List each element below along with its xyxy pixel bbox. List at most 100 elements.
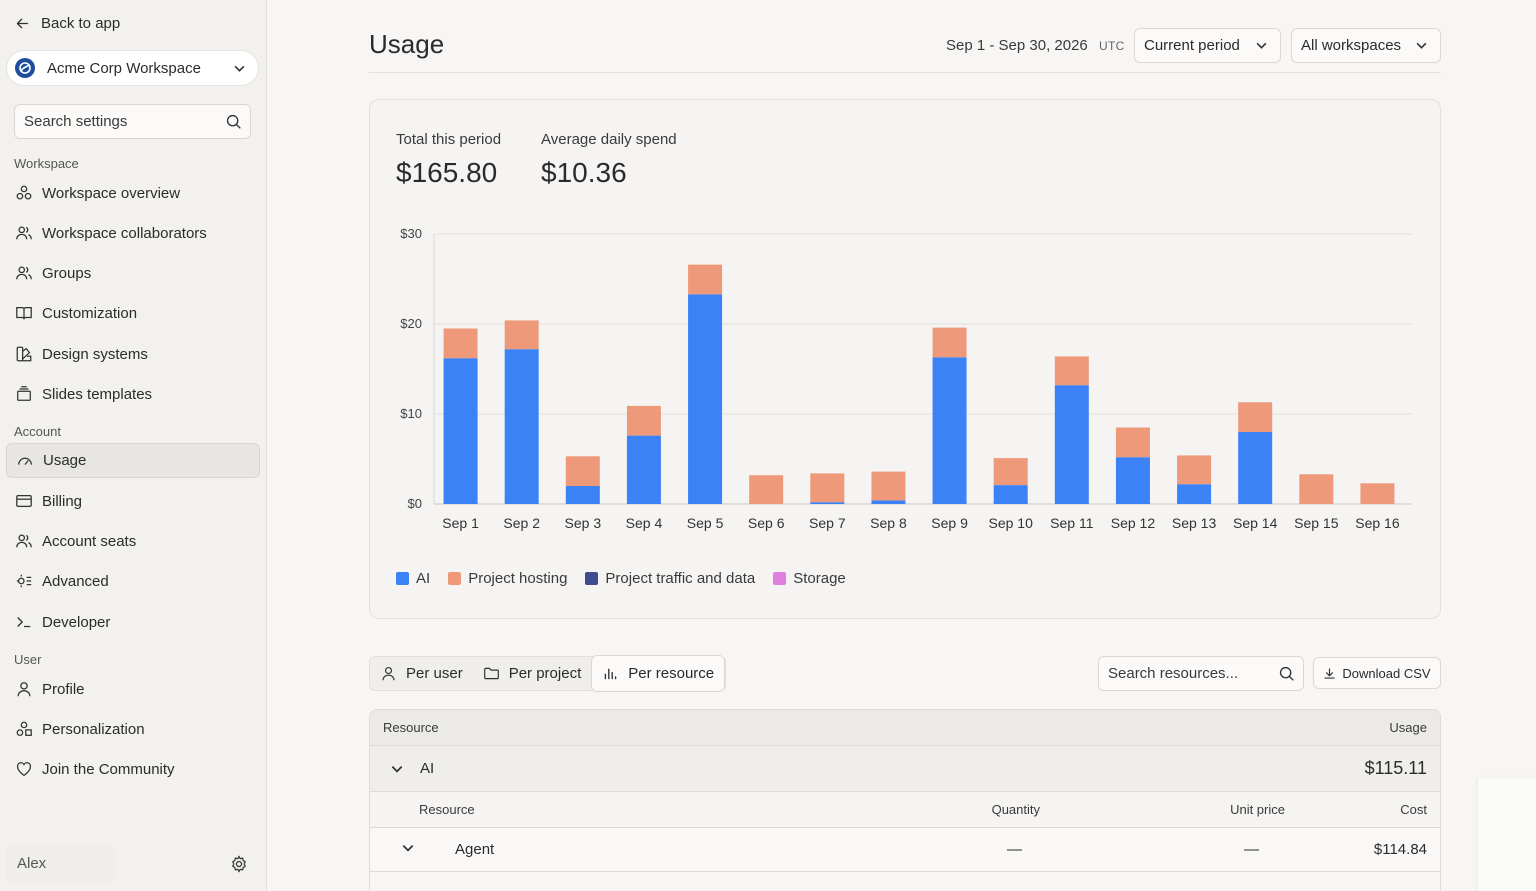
y-tick-label: $0 [408, 496, 422, 511]
search-icon [226, 114, 241, 129]
legend-item[interactable]: Project hosting [448, 570, 567, 587]
workspace-filter-select[interactable]: All workspaces [1291, 28, 1441, 63]
nav-slides-templates[interactable]: Slides templates [6, 377, 260, 411]
nav-label: Usage [43, 452, 87, 469]
workspace-switcher[interactable]: Acme Corp Workspace [6, 50, 259, 86]
x-tick-label: Sep 10 [989, 515, 1034, 531]
usage-bar-chart: $0 $10 $20 $30 Sep 1 Sep 2 Sep 3 Sep 4 Sep 5 Sep … [400, 226, 1412, 531]
tab-per-user[interactable]: Per user [370, 656, 473, 691]
bar-segment [1238, 432, 1273, 504]
nav-label: Customization [42, 304, 138, 322]
users-icon [16, 534, 32, 548]
back-label: Back to app [41, 14, 121, 32]
sub-col-unit-price[interactable]: Unit price [1230, 802, 1285, 817]
workspace-logo-icon [15, 58, 35, 78]
bar-segment [871, 471, 906, 501]
nav-join-community[interactable]: Join the Community [6, 752, 260, 786]
bar-segment [993, 485, 1028, 504]
arrow-left-icon [16, 18, 29, 28]
settings-sliders-icon [16, 574, 32, 588]
chevron-down-icon [234, 65, 245, 72]
legend-item[interactable]: AI [396, 570, 430, 587]
download-csv-button[interactable]: Download CSV [1313, 657, 1441, 689]
user-name[interactable]: Alex [6, 846, 116, 882]
period-select-value: Current period [1144, 37, 1240, 54]
nav-customization[interactable]: Customization [6, 296, 260, 330]
x-tick-label: Sep 11 [1050, 515, 1094, 531]
settings-sidebar: Back to app Acme Corp Workspace Search s… [0, 0, 267, 891]
nav-profile[interactable]: Profile [6, 672, 260, 706]
sub-table-header: Resource Quantity Unit price Cost [370, 792, 1440, 828]
group-row-ai[interactable]: AI $115.11 [370, 746, 1440, 792]
user-icon [382, 666, 395, 681]
nav-billing[interactable]: Billing [6, 484, 260, 518]
x-tick-label: Sep 8 [870, 515, 907, 531]
nav-workspace-overview[interactable]: Workspace overview [6, 176, 260, 210]
bar-segment [1115, 427, 1150, 458]
nav-developer[interactable]: Developer [6, 605, 260, 639]
bar-segment [932, 357, 967, 504]
row-toggle[interactable] [370, 841, 419, 859]
legend-label: Project traffic and data [605, 570, 756, 587]
floating-panel-edge [1478, 778, 1536, 891]
nav-account-seats[interactable]: Account seats [6, 524, 260, 558]
chevron-down-icon[interactable] [390, 762, 404, 776]
usage-chart-card [369, 99, 1441, 619]
x-tick-label: Sep 5 [687, 515, 724, 531]
x-tick-label: Sep 13 [1172, 515, 1217, 531]
legend-swatch [773, 572, 787, 585]
tab-per-project[interactable]: Per project [473, 656, 592, 691]
bar-segment [504, 320, 539, 350]
x-tick-label: Sep 7 [809, 515, 846, 531]
tab-label: Per resource [628, 664, 715, 682]
y-tick-label: $30 [400, 226, 422, 241]
section-label-workspace: Workspace [14, 156, 79, 171]
circles-icon [16, 185, 32, 200]
sub-col-cost[interactable]: Cost [1400, 802, 1427, 817]
row-unit-price: — [1244, 841, 1259, 858]
gear-icon[interactable] [230, 855, 248, 873]
chart-legend: AI Project hosting Project traffic and d… [396, 570, 864, 587]
col-resource-header[interactable]: Resource [383, 720, 439, 735]
bar-segment [810, 473, 845, 503]
legend-item[interactable]: Project traffic and data [585, 570, 755, 587]
nav-workspace-collaborators[interactable]: Workspace collaborators [6, 216, 260, 250]
avg-value: $10.36 [541, 157, 627, 188]
bar-segment [1238, 402, 1273, 432]
sub-col-quantity[interactable]: Quantity [991, 802, 1040, 817]
nav-label: Billing [42, 492, 83, 510]
bar-segment [1115, 457, 1150, 504]
users-icon [16, 266, 32, 280]
tab-per-resource[interactable]: Per resource [591, 654, 726, 692]
back-to-app-link[interactable]: Back to app [14, 12, 120, 34]
user-icon [17, 682, 31, 697]
x-tick-label: Sep 3 [565, 515, 602, 531]
nav-personalization[interactable]: Personalization [6, 712, 260, 746]
legend-item[interactable]: Storage [773, 570, 846, 587]
chevron-down-icon [402, 844, 413, 852]
bar-chart-icon [604, 668, 617, 679]
nav-advanced[interactable]: Advanced [6, 564, 260, 598]
nav-label: Advanced [42, 572, 109, 590]
period-select[interactable]: Current period [1134, 28, 1281, 63]
nav-design-systems[interactable]: Design systems [6, 337, 260, 371]
chevron-down-icon [1256, 42, 1267, 49]
nav-groups[interactable]: Groups [6, 256, 260, 290]
row-quantity: — [1007, 841, 1022, 858]
col-usage-header[interactable]: Usage [1389, 720, 1427, 735]
usage-table: Resource Usage AI $115.11 Resource Quant… [369, 709, 1441, 891]
page-title: Usage [369, 29, 445, 59]
download-csv-label: Download CSV [1342, 665, 1431, 681]
resource-search-input[interactable]: Search resources... [1098, 656, 1304, 691]
x-tick-label: Sep 2 [503, 515, 540, 531]
nav-usage[interactable]: Usage [6, 443, 260, 478]
nav-label: Profile [42, 680, 85, 698]
nav-label: Account seats [42, 532, 137, 550]
bar-segment [1299, 474, 1334, 504]
bar-segment [688, 264, 723, 295]
sub-col-resource[interactable]: Resource [419, 802, 475, 817]
table-row[interactable]: Agent — — $114.84 [370, 828, 1440, 872]
x-tick-label: Sep 16 [1355, 515, 1400, 531]
bar-segment [443, 328, 478, 359]
settings-search-input[interactable]: Search settings [14, 104, 251, 139]
